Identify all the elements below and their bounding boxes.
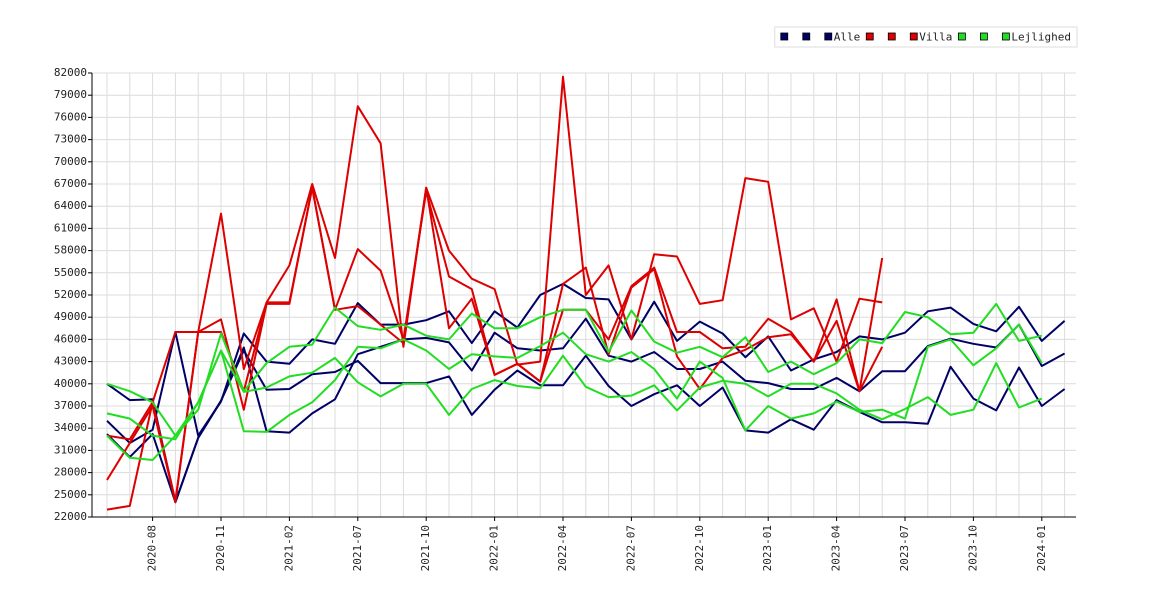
y-tick-label: 25000 <box>54 488 87 501</box>
y-tick-label: 43000 <box>54 355 87 368</box>
y-tick-label: 40000 <box>54 377 87 390</box>
y-tick-label: 28000 <box>54 466 87 479</box>
legend-swatch <box>802 32 811 41</box>
legend: Alle Villa Lejlighed <box>774 26 1078 48</box>
legend-swatch <box>780 32 789 41</box>
series-line <box>106 282 1066 444</box>
series-line <box>106 349 1043 441</box>
x-tick-label: 2022-10 <box>693 525 706 571</box>
y-tick-label: 58000 <box>54 244 87 257</box>
legend-swatch <box>865 32 874 41</box>
y-tick-label: 52000 <box>54 288 87 301</box>
series-line <box>106 323 1043 461</box>
legend-label: Alle <box>834 31 861 44</box>
x-tick-label: 2020-08 <box>146 525 159 571</box>
y-tick-label: 64000 <box>54 199 87 212</box>
y-tick-label: 82000 <box>54 66 87 79</box>
legend-swatch <box>979 32 988 41</box>
y-tick-label: 76000 <box>54 110 87 123</box>
y-tick-label: 79000 <box>54 88 87 101</box>
series-line <box>106 349 1066 504</box>
y-tick-label: 22000 <box>54 510 87 523</box>
x-tick-label: 2022-07 <box>624 525 637 571</box>
y-tick-label: 49000 <box>54 310 87 323</box>
x-tick-label: 2024-01 <box>1035 525 1048 571</box>
y-tick-label: 37000 <box>54 399 87 412</box>
x-tick-label: 2021-07 <box>351 525 364 571</box>
x-tick-label: 2021-10 <box>419 525 432 571</box>
y-tick-label: 61000 <box>54 221 87 234</box>
legend-swatch <box>909 32 918 41</box>
y-tick-label: 55000 <box>54 266 87 279</box>
y-tick-label: 67000 <box>54 177 87 190</box>
series-line <box>106 302 1043 437</box>
x-tick-label: 2022-04 <box>556 525 569 572</box>
x-tick-label: 2020-11 <box>214 525 227 571</box>
series-line <box>106 75 883 504</box>
x-tick-label: 2023-10 <box>966 525 979 571</box>
x-tick-label: 2023-04 <box>830 525 843 572</box>
x-tick-label: 2021-02 <box>282 525 295 571</box>
legend-swatch <box>957 32 966 41</box>
x-tick-label: 2023-07 <box>898 525 911 571</box>
legend-label: Lejlighed <box>1011 31 1071 44</box>
y-tick-label: 46000 <box>54 332 87 345</box>
y-tick-label: 70000 <box>54 155 87 168</box>
x-tick-label: 2023-01 <box>761 525 774 571</box>
legend-label: Villa <box>919 31 952 44</box>
legend-swatch <box>824 32 833 41</box>
y-tick-label: 34000 <box>54 421 87 434</box>
x-tick-label: 2022-01 <box>488 525 501 571</box>
legend-box <box>774 26 1078 48</box>
legend-swatch <box>1001 32 1010 41</box>
y-tick-label: 31000 <box>54 443 87 456</box>
y-tick-label: 73000 <box>54 133 87 146</box>
legend-swatch <box>887 32 896 41</box>
